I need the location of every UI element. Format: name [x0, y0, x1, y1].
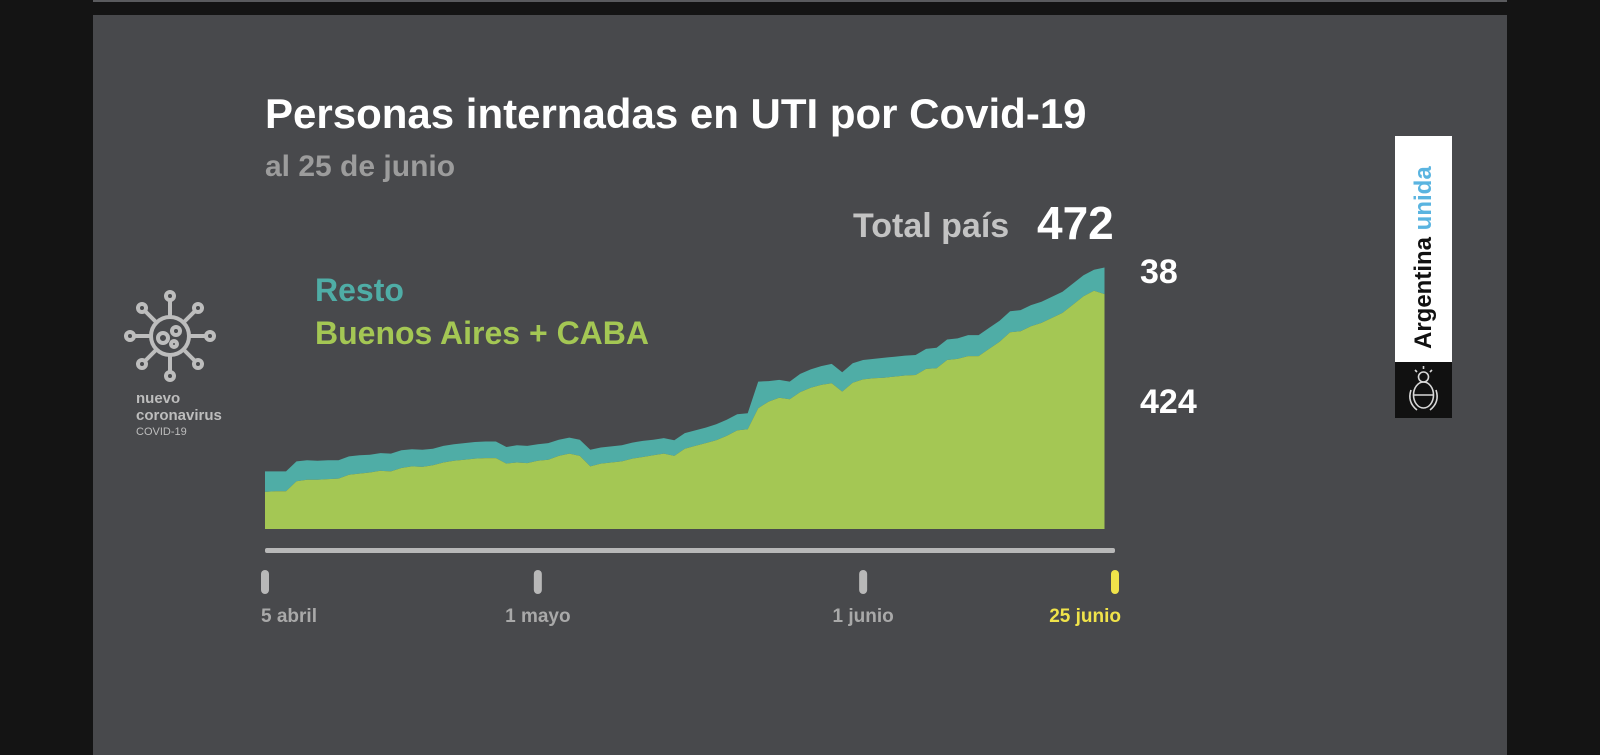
series-area-buenos-aires	[265, 290, 1105, 529]
x-tick-label: 5 abril	[261, 606, 317, 627]
virus-icon	[124, 290, 216, 382]
legend-buenos-aires: Buenos Aires + CABA	[315, 315, 649, 351]
chart-area: 5 abril 1 mayo 1 junio 25 junio	[261, 267, 1121, 627]
coat-of-arms-icon	[1409, 366, 1438, 411]
chart-title: Personas internadas en UTI por Covid-19	[265, 90, 1087, 137]
x-tick-label: 1 mayo	[505, 606, 570, 627]
virus-label-covid: COVID-19	[136, 426, 187, 438]
x-tick-mark	[859, 570, 868, 594]
x-axis-line	[265, 548, 1115, 553]
x-tick-mark	[1111, 570, 1119, 594]
total-value: 472	[1037, 197, 1114, 249]
virus-label-nuevo: nuevo	[136, 390, 181, 407]
end-label-resto: 38	[1140, 253, 1178, 291]
x-tick-mark	[533, 570, 542, 594]
x-tick-mark	[261, 570, 269, 594]
virus-label-coronavirus: coronavirus	[136, 407, 222, 424]
x-tick-label: 25 junio	[1049, 606, 1121, 627]
total-label: Total país	[853, 207, 1010, 245]
badge-emblem-panel	[1395, 362, 1452, 418]
legend-resto: Resto	[315, 272, 404, 308]
end-label-buenos-aires: 424	[1140, 383, 1197, 421]
series-area-resto	[265, 267, 1105, 492]
x-tick-label: 1 junio	[833, 606, 894, 627]
chart-subtitle: al 25 de junio	[265, 150, 456, 183]
top-divider	[93, 0, 1507, 2]
virus-block: nuevo coronavirus COVID-19	[120, 288, 260, 438]
argentina-unida-badge: Argentina unida	[1395, 136, 1452, 418]
badge-white-panel	[1395, 136, 1452, 362]
